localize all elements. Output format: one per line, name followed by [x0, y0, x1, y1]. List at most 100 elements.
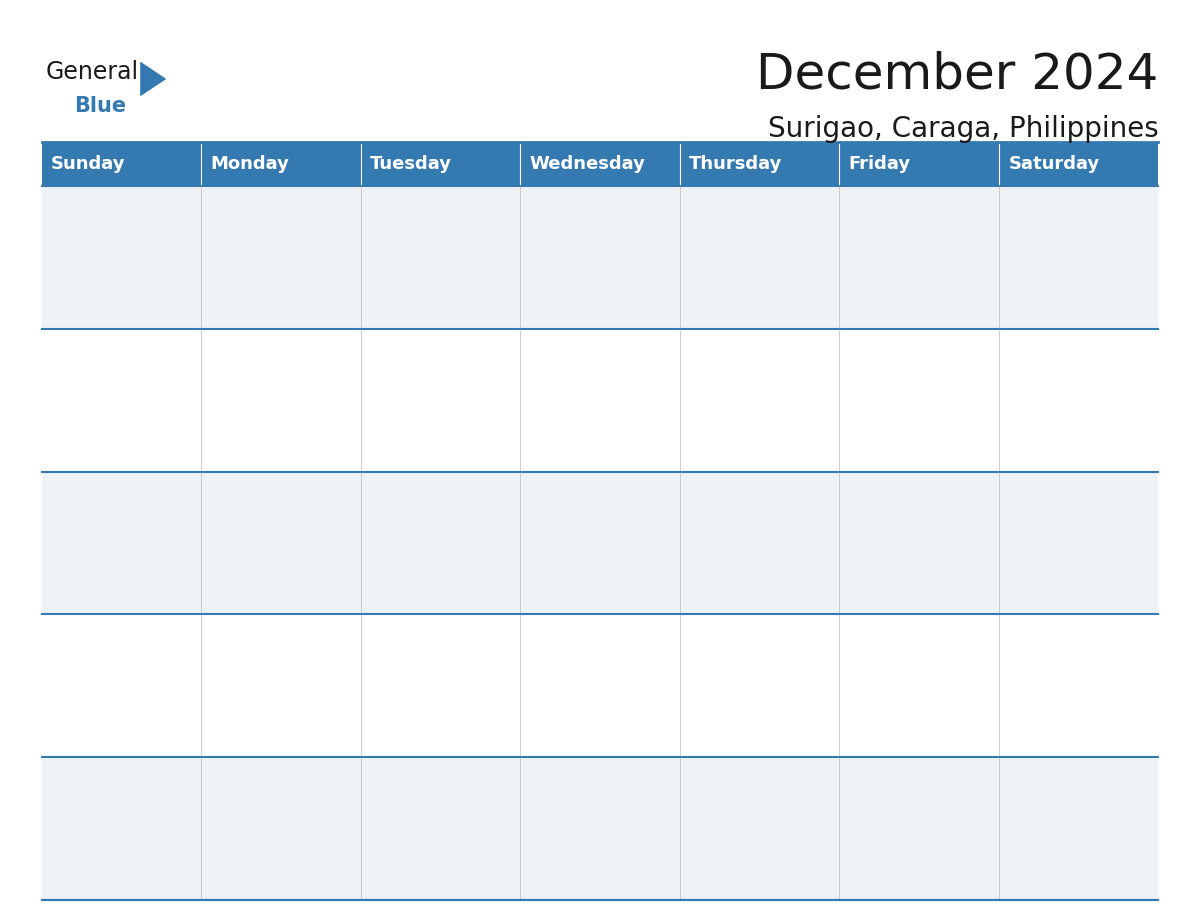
Text: Sunset: 5:22 PM: Sunset: 5:22 PM [848, 537, 950, 550]
Text: Sunset: 5:27 PM: Sunset: 5:27 PM [371, 823, 472, 835]
Text: Sunset: 5:15 PM: Sunset: 5:15 PM [210, 252, 312, 265]
Text: Sunset: 5:23 PM: Sunset: 5:23 PM [51, 680, 152, 693]
Text: and 35 minutes.: and 35 minutes. [371, 303, 472, 317]
Text: 18: 18 [530, 482, 552, 499]
Text: General: General [45, 60, 138, 84]
Text: Sunset: 5:16 PM: Sunset: 5:16 PM [848, 252, 950, 265]
Text: Sunrise: 5:50 AM: Sunrise: 5:50 AM [210, 655, 317, 667]
Text: Sunset: 5:15 PM: Sunset: 5:15 PM [689, 252, 791, 265]
Text: and 33 minutes.: and 33 minutes. [371, 588, 472, 601]
Text: and 33 minutes.: and 33 minutes. [210, 874, 312, 887]
Text: Sunset: 5:20 PM: Sunset: 5:20 PM [210, 537, 312, 550]
Text: Wednesday: Wednesday [530, 155, 645, 174]
Text: and 33 minutes.: and 33 minutes. [210, 732, 312, 744]
Text: Daylight: 11 hours: Daylight: 11 hours [689, 277, 804, 291]
Text: Daylight: 11 hours: Daylight: 11 hours [1009, 277, 1124, 291]
Text: Surigao, Caraga, Philippines: Surigao, Caraga, Philippines [767, 115, 1158, 143]
Text: and 34 minutes.: and 34 minutes. [210, 446, 312, 459]
Text: Daylight: 11 hours: Daylight: 11 hours [210, 420, 327, 433]
Text: Daylight: 11 hours: Daylight: 11 hours [51, 848, 166, 861]
Text: and 33 minutes.: and 33 minutes. [1009, 588, 1111, 601]
Text: 10: 10 [371, 339, 393, 357]
Text: and 33 minutes.: and 33 minutes. [530, 588, 632, 601]
Text: Sunrise: 5:46 AM: Sunrise: 5:46 AM [51, 511, 157, 524]
Text: and 34 minutes.: and 34 minutes. [689, 303, 791, 317]
Text: Sunrise: 5:49 AM: Sunrise: 5:49 AM [1009, 511, 1114, 524]
Text: Daylight: 11 hours: Daylight: 11 hours [689, 563, 804, 576]
Text: Sunset: 5:15 PM: Sunset: 5:15 PM [371, 252, 472, 265]
Text: Sunrise: 5:41 AM: Sunrise: 5:41 AM [848, 227, 955, 240]
Text: Daylight: 11 hours: Daylight: 11 hours [210, 848, 327, 861]
Text: Sunrise: 5:41 AM: Sunrise: 5:41 AM [689, 227, 796, 240]
Text: Daylight: 11 hours: Daylight: 11 hours [689, 706, 804, 719]
Text: Sunrise: 5:51 AM: Sunrise: 5:51 AM [371, 655, 476, 667]
Text: 31: 31 [371, 767, 393, 785]
Text: Daylight: 11 hours: Daylight: 11 hours [689, 420, 804, 433]
Text: Sunrise: 5:43 AM: Sunrise: 5:43 AM [371, 369, 476, 382]
Text: 13: 13 [848, 339, 872, 357]
Text: 17: 17 [371, 482, 393, 499]
Text: Daylight: 11 hours: Daylight: 11 hours [210, 277, 327, 291]
Text: Sunrise: 5:47 AM: Sunrise: 5:47 AM [371, 511, 476, 524]
Text: Daylight: 11 hours: Daylight: 11 hours [51, 420, 166, 433]
Text: 6: 6 [848, 196, 860, 214]
Text: Sunday: Sunday [51, 155, 126, 174]
Text: Daylight: 11 hours: Daylight: 11 hours [848, 420, 965, 433]
Text: Sunrise: 5:40 AM: Sunrise: 5:40 AM [530, 227, 636, 240]
Text: Sunrise: 5:42 AM: Sunrise: 5:42 AM [51, 369, 157, 382]
Text: Thursday: Thursday [689, 155, 783, 174]
Text: 23: 23 [210, 624, 234, 643]
Text: and 33 minutes.: and 33 minutes. [371, 732, 472, 744]
Text: Sunrise: 5:50 AM: Sunrise: 5:50 AM [51, 655, 158, 667]
Text: and 33 minutes.: and 33 minutes. [689, 446, 791, 459]
Text: Sunset: 5:16 PM: Sunset: 5:16 PM [1009, 252, 1110, 265]
Text: 20: 20 [848, 482, 872, 499]
Text: 4: 4 [530, 196, 542, 214]
Text: Daylight: 11 hours: Daylight: 11 hours [371, 277, 486, 291]
Text: Sunset: 5:25 PM: Sunset: 5:25 PM [848, 680, 950, 693]
Text: 8: 8 [51, 339, 63, 357]
Text: Daylight: 11 hours: Daylight: 11 hours [1009, 706, 1124, 719]
Text: and 34 minutes.: and 34 minutes. [51, 446, 153, 459]
Text: Sunrise: 5:44 AM: Sunrise: 5:44 AM [530, 369, 636, 382]
Text: 25: 25 [530, 624, 552, 643]
Text: Sunset: 5:23 PM: Sunset: 5:23 PM [210, 680, 312, 693]
Text: 22: 22 [51, 624, 74, 643]
Text: Sunset: 5:27 PM: Sunset: 5:27 PM [210, 823, 312, 835]
Text: Monday: Monday [210, 155, 290, 174]
Text: and 33 minutes.: and 33 minutes. [371, 446, 472, 459]
Text: Sunrise: 5:42 AM: Sunrise: 5:42 AM [1009, 227, 1114, 240]
Text: Sunrise: 5:53 AM: Sunrise: 5:53 AM [210, 797, 317, 810]
Text: Sunset: 5:18 PM: Sunset: 5:18 PM [689, 395, 791, 408]
Text: Daylight: 11 hours: Daylight: 11 hours [51, 706, 166, 719]
Text: 28: 28 [1009, 624, 1031, 643]
Text: Sunrise: 5:53 AM: Sunrise: 5:53 AM [51, 797, 157, 810]
Text: Sunset: 5:24 PM: Sunset: 5:24 PM [530, 680, 631, 693]
Text: and 33 minutes.: and 33 minutes. [1009, 446, 1111, 459]
Text: Daylight: 11 hours: Daylight: 11 hours [371, 848, 486, 861]
Text: Sunset: 5:18 PM: Sunset: 5:18 PM [530, 395, 631, 408]
Text: and 33 minutes.: and 33 minutes. [689, 588, 791, 601]
Text: Sunset: 5:18 PM: Sunset: 5:18 PM [848, 395, 950, 408]
Text: Sunset: 5:21 PM: Sunset: 5:21 PM [530, 537, 631, 550]
Text: Sunset: 5:20 PM: Sunset: 5:20 PM [371, 537, 472, 550]
Text: Sunset: 5:22 PM: Sunset: 5:22 PM [1009, 537, 1110, 550]
Text: Sunset: 5:16 PM: Sunset: 5:16 PM [51, 395, 152, 408]
Text: Sunset: 5:14 PM: Sunset: 5:14 PM [51, 252, 152, 265]
Text: Daylight: 11 hours: Daylight: 11 hours [51, 277, 166, 291]
Text: Sunset: 5:26 PM: Sunset: 5:26 PM [51, 823, 152, 835]
Text: Sunrise: 5:54 AM: Sunrise: 5:54 AM [371, 797, 476, 810]
Text: Daylight: 11 hours: Daylight: 11 hours [530, 420, 645, 433]
Text: and 34 minutes.: and 34 minutes. [530, 303, 632, 317]
Text: Daylight: 11 hours: Daylight: 11 hours [210, 706, 327, 719]
Text: and 35 minutes.: and 35 minutes. [51, 303, 153, 317]
Text: 7: 7 [1009, 196, 1019, 214]
Text: Friday: Friday [848, 155, 911, 174]
Text: Sunrise: 5:52 AM: Sunrise: 5:52 AM [1009, 655, 1114, 667]
Text: Sunrise: 5:51 AM: Sunrise: 5:51 AM [689, 655, 796, 667]
Text: Daylight: 11 hours: Daylight: 11 hours [371, 563, 486, 576]
Text: and 33 minutes.: and 33 minutes. [848, 588, 950, 601]
Text: Daylight: 11 hours: Daylight: 11 hours [848, 706, 965, 719]
Text: Saturday: Saturday [1009, 155, 1100, 174]
Text: 29: 29 [51, 767, 74, 785]
